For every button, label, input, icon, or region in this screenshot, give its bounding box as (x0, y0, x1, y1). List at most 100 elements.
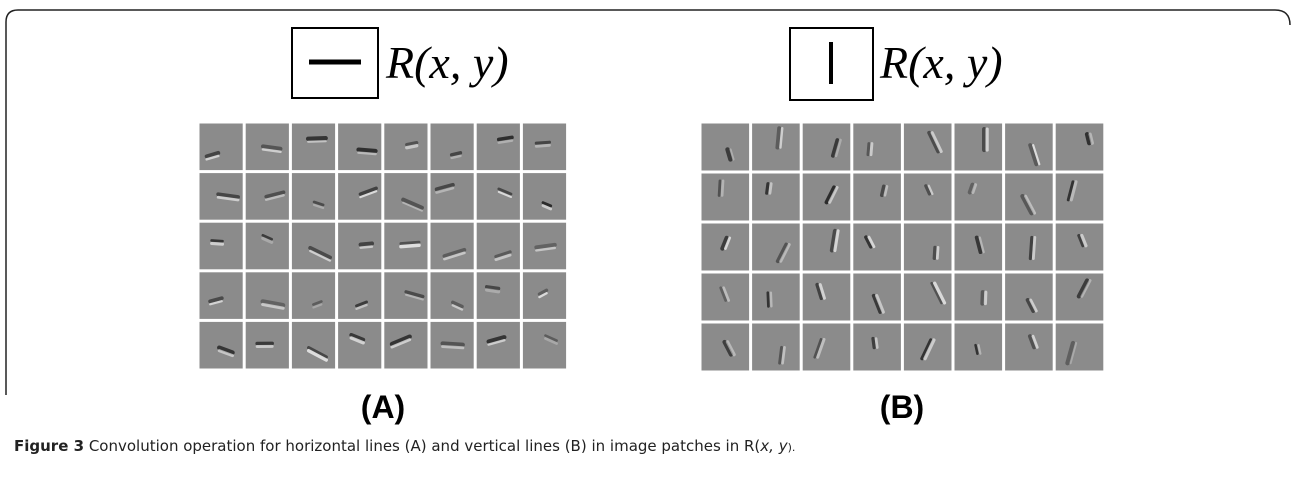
filter-light-stroke (212, 243, 223, 244)
filter-dark-stroke (780, 347, 782, 363)
filter-patch (853, 174, 901, 221)
filter-patch (292, 272, 335, 319)
filter-patch (904, 224, 952, 271)
filter-dark-stroke (719, 181, 720, 196)
filter-patch (1005, 174, 1053, 221)
filter-patch (292, 124, 335, 171)
filter-grid-b (700, 122, 1105, 372)
filter-patch (431, 272, 474, 319)
filter-light-stroke (1033, 237, 1034, 258)
filter-light-stroke (407, 146, 417, 148)
filter-patch (904, 124, 952, 171)
filter-patch (955, 124, 1003, 171)
filter-dark-stroke (873, 339, 874, 348)
filter-dark-stroke (452, 153, 461, 155)
filter-patch (752, 174, 800, 221)
filter-light-stroke (722, 181, 723, 196)
filter-light-stroke (1090, 134, 1092, 143)
filter-patch (477, 124, 520, 171)
filter-patch (752, 274, 800, 321)
filter-light-stroke (771, 293, 772, 307)
filter-patch (803, 174, 851, 221)
filter-dark-stroke (308, 138, 326, 139)
filter-patch (477, 223, 520, 270)
caption-end: ). (788, 441, 796, 454)
filter-patch (431, 223, 474, 270)
filter-dark-stroke (767, 184, 768, 193)
filter-light-stroke (876, 339, 877, 348)
filter-patch (1005, 274, 1053, 321)
filter-patch (803, 274, 851, 321)
filter-patch (292, 223, 335, 270)
filter-dark-stroke (777, 128, 779, 147)
panel-label-b: (B) (880, 389, 924, 425)
filter-patch (803, 324, 851, 371)
caption: Figure 3 Convolution operation for horiz… (14, 437, 795, 455)
page: R(x, y) R(x, y) (A) (B) Figure 3 Convolu… (0, 0, 1293, 479)
caption-text: Convolution operation for horizontal lin… (89, 437, 760, 455)
filter-patch (338, 272, 381, 319)
filter-patch (338, 124, 381, 171)
filter-dark-stroke (499, 137, 512, 139)
filter-dark-stroke (768, 293, 769, 307)
filter-light-stroke (487, 290, 499, 292)
filter-patch (904, 174, 952, 221)
filter-dark-stroke (536, 142, 549, 143)
filter-patch (803, 224, 851, 271)
formula-b: R(x, y) (879, 37, 1003, 88)
filter-light-stroke (937, 247, 938, 258)
filter-dark-stroke (976, 345, 978, 354)
filter-dark-stroke (882, 186, 884, 195)
filter-light-stroke (885, 186, 887, 195)
filter-light-stroke (871, 144, 872, 155)
filter-patch (702, 124, 750, 171)
caption-italic: x, y (760, 437, 787, 455)
filter-light-stroke (780, 128, 782, 147)
filter-dark-stroke (487, 287, 499, 289)
filter-patch (477, 173, 520, 220)
filter-patch (292, 173, 335, 220)
filter-dark-stroke (934, 247, 935, 258)
filter-dark-stroke (212, 240, 223, 241)
filter-patch (477, 272, 520, 319)
filter-dark-stroke (401, 242, 419, 243)
formula-a: R(x, y) (385, 37, 509, 88)
filter-dark-stroke (361, 244, 372, 245)
filter-patch (246, 223, 289, 270)
filter-light-stroke (401, 245, 419, 246)
filter-patch (338, 322, 381, 369)
filter-patch (246, 272, 289, 319)
filter-patch (1005, 224, 1053, 271)
filter-light-stroke (770, 184, 771, 193)
filter-patch (200, 223, 243, 270)
filter-patch (1056, 174, 1104, 221)
filter-dark-stroke (868, 144, 869, 155)
filter-patch (1056, 324, 1104, 371)
filter-patch (523, 173, 566, 220)
filter-patch (1005, 324, 1053, 371)
filter-patch (1056, 124, 1104, 171)
filter-patch (955, 274, 1003, 321)
filter-patch (384, 173, 427, 220)
filter-light-stroke (536, 145, 549, 146)
filter-light-stroke (361, 247, 372, 248)
filter-patch (752, 324, 800, 371)
filter-patch (1056, 224, 1104, 271)
filter-patch (431, 173, 474, 220)
filter-patch (200, 322, 243, 369)
filter-patch (200, 272, 243, 319)
figure: R(x, y) R(x, y) (A) (B) (0, 0, 1293, 430)
filter-patch (752, 224, 800, 271)
filter-patch (431, 124, 474, 171)
filter-light-stroke (443, 346, 463, 347)
filter-grid-a (198, 122, 568, 370)
filter-patch (523, 322, 566, 369)
filter-light-stroke (308, 141, 326, 142)
filter-patch (200, 124, 243, 171)
filter-dark-stroke (263, 146, 280, 148)
filter-patch (904, 274, 952, 321)
filter-patch (477, 322, 520, 369)
filter-patch (803, 124, 851, 171)
caption-label: Figure 3 (14, 437, 84, 455)
filter-dark-stroke (443, 343, 463, 344)
